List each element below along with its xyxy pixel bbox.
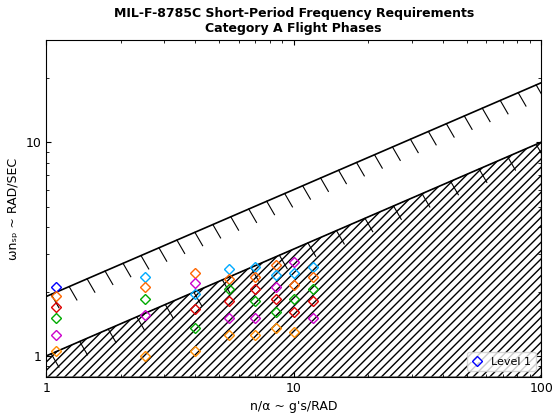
Legend: Level 1: Level 1 [466, 352, 535, 371]
X-axis label: n/α ~ g's/RAD: n/α ~ g's/RAD [250, 400, 338, 413]
Y-axis label: ωnₛₚ ~ RAD/SEC: ωnₛₚ ~ RAD/SEC [7, 158, 20, 260]
Title: MIL-F-8785C Short-Period Frequency Requirements
Category A Flight Phases: MIL-F-8785C Short-Period Frequency Requi… [114, 7, 474, 35]
